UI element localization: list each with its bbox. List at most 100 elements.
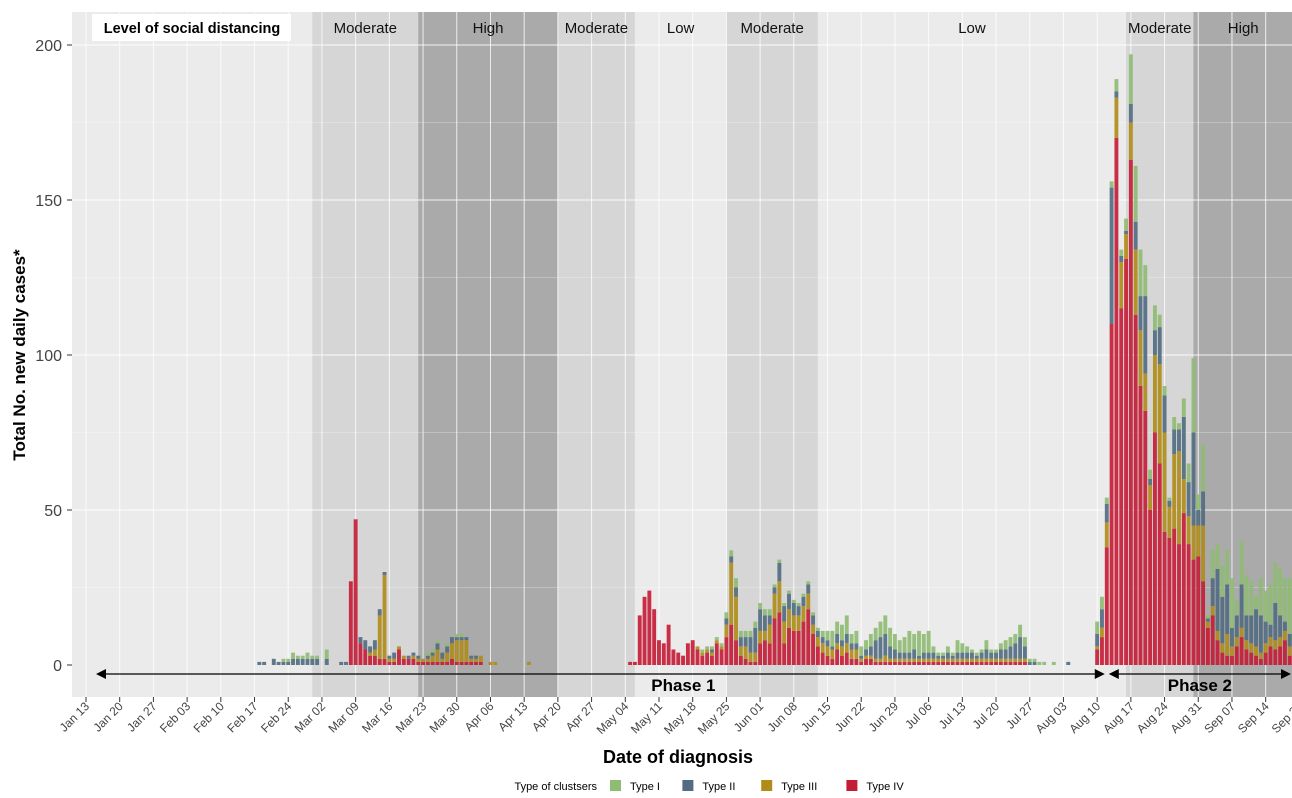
bar-segment-type-iii: [984, 658, 989, 662]
bar-segment-type-i: [873, 627, 878, 641]
bar-segment-type-ii: [979, 652, 984, 659]
bar-segment-type-iv: [637, 615, 642, 665]
bar-segment-type-ii: [406, 655, 411, 659]
bar-segment-type-ii: [449, 637, 454, 644]
bar-segment-type-iv: [921, 661, 926, 665]
bar-segment-type-i: [1220, 565, 1225, 597]
x-tick-label: Jan 20: [90, 699, 126, 735]
bar-segment-type-i: [1119, 249, 1124, 256]
bar-segment-type-ii: [1003, 649, 1008, 659]
bar-segment-type-ii: [729, 556, 734, 563]
bar-segment-type-i: [1181, 398, 1186, 417]
bar-segment-type-iii: [998, 658, 1003, 662]
band-label: Moderate: [740, 20, 803, 37]
bar-segment-type-i: [945, 646, 950, 653]
bar-segment-type-iii: [830, 649, 835, 659]
x-tick-label: Aug 17: [1100, 699, 1137, 736]
bar-segment-type-iii: [907, 658, 912, 662]
bar-segment-type-iii: [411, 655, 416, 659]
bar-segment-type-iv: [1124, 258, 1128, 665]
bar-segment-type-iv: [989, 661, 994, 665]
bar-segment-type-ii: [1138, 296, 1143, 331]
bar-segment-type-iv: [859, 661, 864, 665]
bar-segment-type-iv: [945, 661, 950, 665]
bar-segment-type-iv: [979, 661, 984, 665]
bar-segment-type-i: [1287, 578, 1292, 634]
bar-segment-type-iii: [1273, 640, 1278, 650]
phase-arrow-head-right: [1094, 669, 1105, 679]
bar-segment-type-ii: [840, 640, 844, 647]
bar-segment-type-i: [772, 584, 777, 588]
bar-segment-type-ii: [936, 655, 941, 659]
bar-segment-type-iii: [762, 630, 767, 641]
x-tick-label: Aug 10: [1066, 699, 1103, 736]
bar-segment-type-ii: [1215, 568, 1220, 631]
bar-segment-type-iv: [902, 661, 907, 665]
bar-segment-type-iv: [1220, 652, 1225, 665]
bar-segment-type-i: [864, 640, 868, 650]
bar-segment-type-ii: [315, 658, 320, 665]
phase-arrow-head-left: [96, 669, 106, 679]
bar-segment-type-ii: [806, 584, 811, 594]
bar-segment-type-ii: [950, 655, 955, 659]
x-tick-label: Mar 02: [292, 699, 329, 736]
bar-segment-type-ii: [1220, 596, 1225, 644]
bar-segment-type-ii: [710, 649, 714, 653]
bar-segment-type-iii: [791, 615, 796, 631]
x-tick-label: Mar 16: [359, 699, 396, 736]
bar-segment-type-iv: [377, 658, 382, 665]
bar-segment-type-i: [1018, 624, 1023, 638]
bar-segment-type-iii: [917, 658, 921, 662]
bar-segment-type-ii: [854, 643, 859, 650]
bar-segment-type-iii: [416, 658, 421, 662]
bar-segment-type-i: [743, 630, 748, 638]
bar-segment-type-ii: [1172, 429, 1177, 455]
bar-segment-type-i: [955, 640, 960, 653]
bar-segment-type-iv: [729, 624, 734, 665]
bar-segment-type-ii: [1186, 482, 1191, 517]
bar-segment-type-iii: [878, 658, 883, 662]
bar-segment-type-iv: [666, 624, 671, 665]
x-tick-label: Jun 08: [765, 699, 801, 735]
bar-segment-type-i: [820, 630, 825, 638]
bar-segment-type-iv: [382, 658, 387, 665]
bar-segment-type-iv: [1244, 649, 1249, 665]
bar-segment-type-iii: [445, 652, 450, 662]
bar-segment-type-ii: [989, 652, 994, 659]
bar-segment-type-ii: [777, 562, 782, 582]
bar-segment-type-iv: [892, 661, 897, 665]
x-tick-label: Jul 06: [902, 699, 935, 732]
x-tick-label: Mar 30: [427, 699, 464, 736]
bar-segment-type-i: [705, 646, 710, 650]
bar-segment-type-iv: [787, 627, 791, 665]
phase-arrow-head-right: [1281, 669, 1291, 679]
bar-segment-type-i: [1128, 54, 1133, 104]
bar-segment-type-i: [907, 630, 912, 653]
bar-segment-type-ii: [945, 652, 950, 659]
bar-segment-type-ii: [1104, 503, 1109, 523]
bar-segment-type-i: [762, 609, 767, 616]
bar-segment-type-iii: [1157, 364, 1162, 464]
bar-segment-type-i: [787, 590, 791, 594]
bar-segment-type-iv: [1148, 510, 1153, 665]
bar-segment-type-i: [1282, 578, 1287, 622]
bar-segment-type-iii: [1258, 652, 1263, 659]
bar-segment-type-i: [1167, 497, 1172, 501]
bar-segment-type-ii: [425, 655, 430, 659]
bar-segment-type-iii: [787, 609, 791, 628]
bar-segment-type-iv: [931, 661, 936, 665]
bar-segment-type-ii: [892, 649, 897, 659]
bar-segment-type-ii: [382, 572, 387, 576]
bar-segment-type-iv: [425, 661, 430, 665]
bar-segment-type-ii: [970, 652, 974, 659]
bar-segment-type-iv: [1278, 646, 1283, 665]
bar-segment-type-ii: [464, 637, 469, 641]
bar-segment-type-iii: [1162, 432, 1167, 532]
bar-segment-type-iv: [1225, 655, 1230, 665]
band-label: High: [1228, 20, 1259, 37]
bar-segment-type-i: [1273, 562, 1278, 603]
bar-segment-type-iii: [527, 661, 531, 665]
bar-segment-type-i: [1172, 417, 1177, 430]
bar-segment-type-iii: [1278, 637, 1283, 647]
bar-segment-type-iv: [748, 661, 753, 665]
